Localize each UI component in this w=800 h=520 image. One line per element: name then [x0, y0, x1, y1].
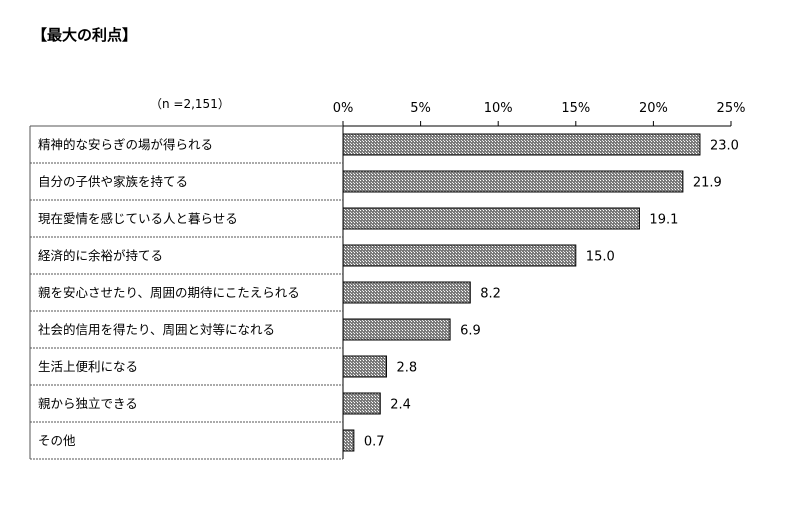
- category-label: 経済的に余裕が持てる: [38, 248, 163, 263]
- bar: [342, 392, 381, 415]
- bar: [342, 281, 471, 304]
- bar: [342, 244, 577, 267]
- data-label: 8.2: [480, 287, 501, 302]
- x-tick-label: 15%: [561, 101, 590, 116]
- bars: [342, 133, 701, 452]
- data-label: 15.0: [586, 250, 615, 265]
- bar: [342, 133, 701, 156]
- category-label: 自分の子供や家族を持てる: [38, 174, 188, 189]
- chart-title: 【最大の利点】: [32, 26, 137, 44]
- category-label: 現在愛情を感じている人と暮らせる: [38, 211, 238, 226]
- category-label: その他: [38, 433, 76, 448]
- bar: [342, 355, 387, 378]
- category-label: 親から独立できる: [38, 396, 138, 411]
- x-tick-label: 20%: [639, 101, 668, 116]
- bar: [342, 318, 451, 341]
- x-tick-label: 25%: [717, 101, 746, 116]
- bar: [342, 429, 355, 452]
- data-label: 23.0: [710, 139, 739, 154]
- bar: [342, 170, 684, 193]
- category-labels: 精神的な安らぎの場が得られる自分の子供や家族を持てる現在愛情を感じている人と暮ら…: [38, 137, 300, 448]
- data-label: 0.7: [364, 435, 385, 450]
- bar: [342, 207, 640, 230]
- category-label: 生活上便利になる: [38, 359, 138, 374]
- sample-size-label: （n =2,151）: [150, 97, 230, 111]
- category-label: 社会的信用を得たり、周囲と対等になれる: [38, 322, 275, 337]
- data-label: 19.1: [649, 213, 678, 228]
- value-labels: 23.0 21.9 19.1 15.0 8.2 6.9 2.8 2.4 0.7: [364, 139, 739, 450]
- x-tick-label: 5%: [410, 101, 431, 116]
- x-tick-label: 0%: [333, 101, 354, 116]
- x-tick-label: 10%: [484, 101, 513, 116]
- data-label: 2.4: [390, 398, 411, 413]
- data-label: 21.9: [693, 176, 722, 191]
- data-label: 6.9: [460, 324, 481, 339]
- row-separators: [29, 125, 343, 460]
- category-label: 精神的な安らぎの場が得られる: [38, 137, 213, 152]
- data-label: 2.8: [396, 361, 417, 376]
- category-label: 親を安心させたり、周囲の期待にこたえられる: [38, 285, 300, 300]
